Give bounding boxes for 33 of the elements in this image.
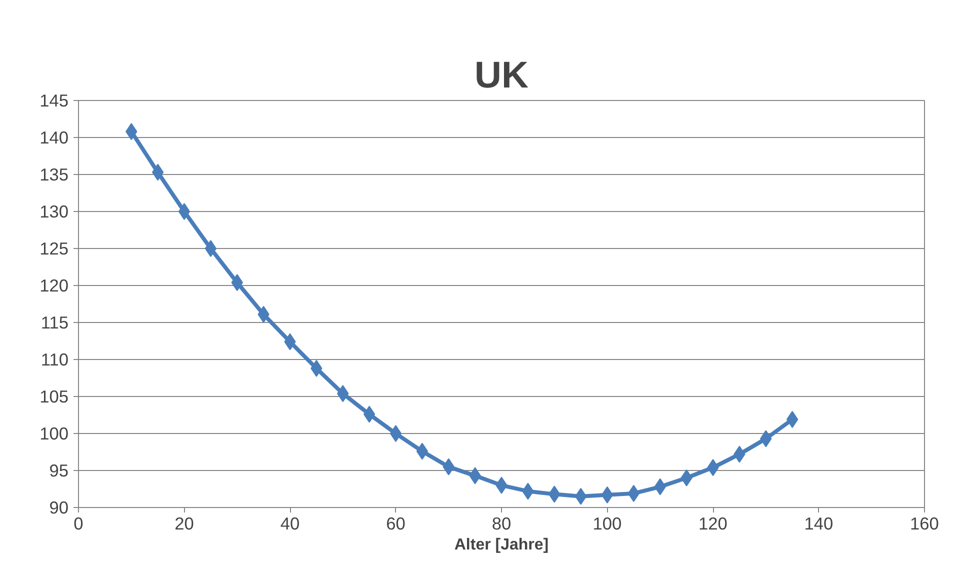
point — [628, 484, 640, 502]
y-tick-label: 95 — [49, 460, 69, 480]
x-axis-title: Alter [Jahre] — [454, 536, 549, 554]
point — [178, 203, 190, 220]
point — [786, 410, 798, 428]
point — [390, 425, 402, 442]
y-tick-label: 135 — [40, 164, 69, 184]
y-tick-label: 125 — [40, 238, 69, 258]
x-tick-label: 0 — [74, 514, 84, 534]
y-tick-label: 110 — [40, 350, 69, 370]
point — [152, 164, 164, 181]
point — [204, 240, 217, 257]
y-tick-label: 145 — [40, 90, 69, 110]
y-tick-label: 130 — [40, 202, 69, 222]
point — [416, 442, 428, 460]
x-tick-label: 60 — [386, 514, 406, 534]
y-tick-label: 105 — [40, 386, 69, 406]
point — [574, 488, 587, 505]
y-tick-label: 115 — [40, 312, 69, 332]
y-tick-label: 140 — [40, 128, 69, 148]
y-tick-label: 90 — [49, 498, 69, 518]
x-tick-label: 160 — [910, 514, 939, 534]
x-tick-label: 20 — [174, 514, 194, 534]
point — [601, 486, 614, 504]
x-tick-label: 40 — [280, 514, 300, 534]
point — [363, 406, 376, 423]
chart-title: UK — [474, 54, 528, 96]
x-tick-label: 140 — [804, 514, 834, 534]
x-tick-label: 80 — [492, 514, 512, 534]
y-tick-label: 100 — [40, 424, 69, 444]
y-tick-label: 120 — [40, 276, 69, 296]
x-tick-label: 100 — [592, 514, 622, 534]
x-tick-label: 120 — [698, 514, 728, 534]
